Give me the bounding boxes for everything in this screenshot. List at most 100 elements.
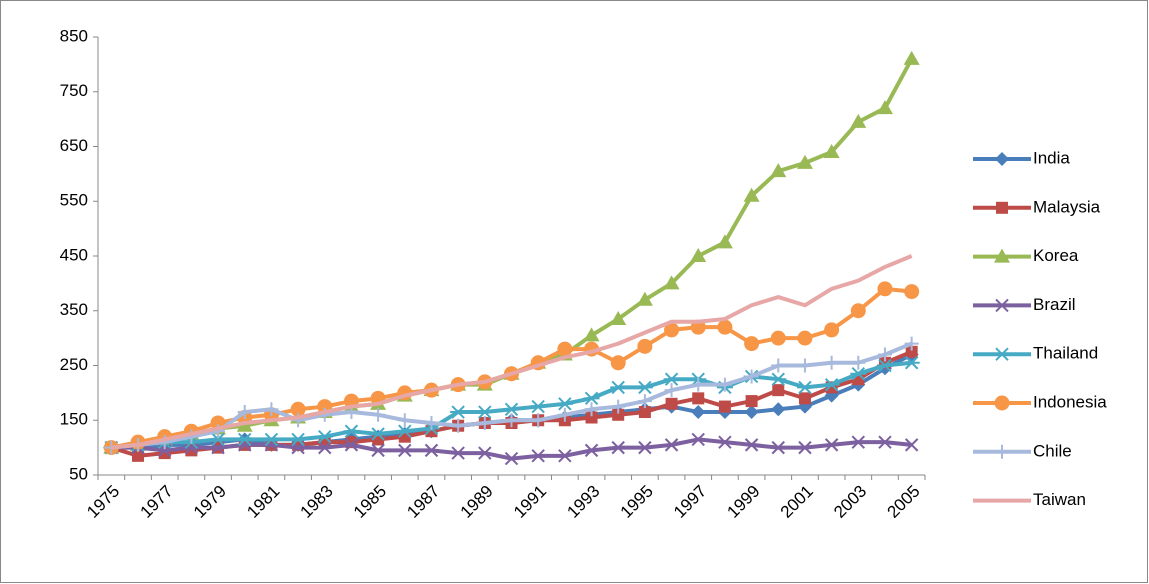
data-point (451, 418, 466, 433)
data-point (530, 399, 547, 414)
legend-marker (995, 152, 1009, 166)
data-point (318, 440, 332, 455)
data-point (612, 408, 625, 421)
data-point (690, 248, 707, 262)
legend-marker (996, 201, 1008, 214)
data-point (716, 234, 733, 249)
data-point (503, 402, 520, 417)
data-point (638, 440, 652, 455)
series: Thailand (103, 344, 1098, 455)
data-point (584, 402, 599, 417)
data-point (237, 405, 252, 420)
y-tick-label: 550 (60, 191, 88, 210)
legend-marker (995, 444, 1009, 459)
data-point (850, 367, 867, 381)
data-point (236, 432, 253, 447)
data-point (343, 424, 360, 438)
data-point (717, 377, 732, 392)
data-point (691, 405, 706, 420)
data-point (557, 407, 572, 422)
data-point (691, 432, 705, 447)
data-point (770, 372, 787, 386)
data-point (878, 435, 892, 449)
legend-label: Brazil (1033, 295, 1076, 314)
y-tick-label: 50 (69, 464, 88, 483)
legend-label: India (1033, 148, 1070, 167)
data-point (904, 438, 919, 452)
data-point (771, 402, 786, 417)
data-point (850, 303, 866, 319)
data-point (823, 143, 840, 158)
data-point (798, 392, 811, 405)
data-point (823, 377, 840, 392)
data-point (637, 394, 652, 409)
data-point (692, 392, 705, 405)
data-point (771, 440, 785, 455)
data-point (744, 369, 759, 384)
data-point (556, 397, 573, 411)
data-point (903, 50, 920, 65)
data-point (264, 402, 279, 417)
data-point (610, 380, 627, 395)
legend-label: Malaysia (1033, 197, 1101, 216)
data-point (290, 401, 306, 417)
data-point (904, 284, 920, 300)
y-tick-label: 750 (60, 81, 88, 100)
data-point (718, 435, 732, 449)
data-point (691, 377, 706, 392)
data-point (797, 330, 813, 346)
data-point (396, 424, 413, 438)
data-point (636, 291, 653, 306)
data-point (610, 310, 627, 325)
data-point (398, 443, 412, 458)
data-point (477, 415, 492, 430)
data-point (450, 405, 467, 419)
data-point (745, 395, 758, 408)
data-point (611, 440, 625, 455)
data-point (850, 113, 867, 128)
data-point (584, 443, 599, 458)
legend-marker (994, 347, 1010, 361)
data-point (770, 163, 787, 178)
data-point (585, 411, 598, 424)
data-point (638, 406, 651, 419)
data-point (744, 336, 760, 352)
data-point (824, 438, 839, 452)
data-point (877, 281, 893, 297)
data-point (663, 372, 680, 386)
legend-marker (994, 395, 1010, 411)
data-point (824, 355, 839, 370)
data-point (424, 415, 439, 430)
data-point (876, 358, 893, 373)
data-point (611, 399, 626, 414)
data-point (637, 338, 653, 354)
data-point (797, 358, 812, 373)
data-point (824, 322, 840, 338)
legend-label: Indonesia (1033, 392, 1107, 411)
data-point (743, 187, 760, 202)
data-point (290, 432, 307, 447)
data-point (771, 358, 786, 373)
data-point (531, 449, 545, 463)
y-tick-label: 450 (60, 245, 88, 264)
data-point (370, 427, 387, 441)
data-point (210, 432, 227, 447)
data-point (876, 100, 893, 115)
legend-marker (995, 298, 1009, 313)
data-point (397, 413, 412, 428)
legend-label: Thailand (1033, 344, 1098, 363)
series-line (111, 254, 913, 450)
data-point (558, 449, 572, 463)
data-point (665, 397, 678, 410)
data-point (664, 322, 680, 338)
data-point (557, 341, 573, 357)
data-point (478, 446, 492, 460)
data-point (798, 440, 812, 455)
data-point (610, 355, 626, 371)
data-point (664, 383, 679, 398)
data-point (583, 327, 600, 342)
legend-label: Taiwan (1033, 490, 1086, 509)
data-point (717, 319, 733, 335)
